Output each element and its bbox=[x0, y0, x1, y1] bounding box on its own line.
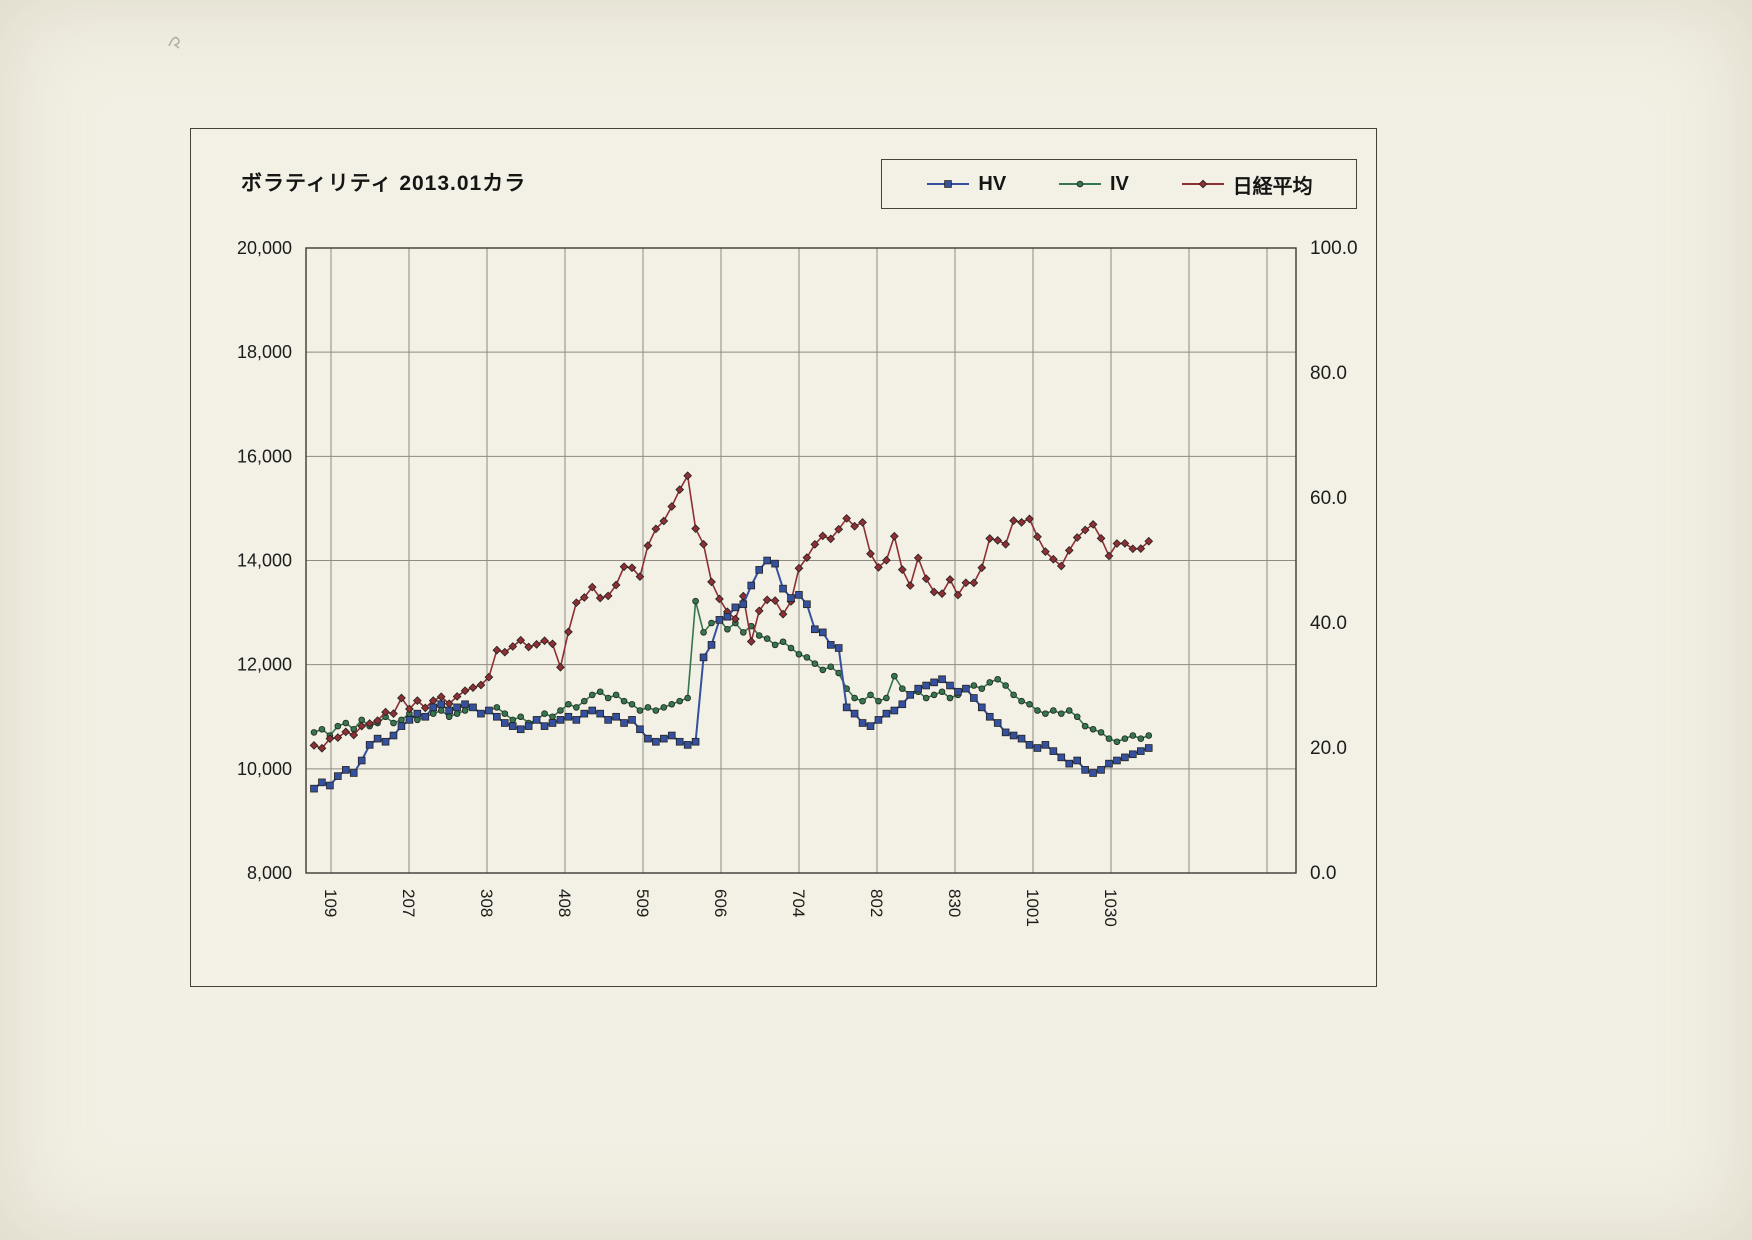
svg-text:109: 109 bbox=[321, 889, 340, 917]
chart-frame: ボラティリティ 2013.01カラ HV IV 日経平均 8,000 10,000… bbox=[190, 128, 1377, 987]
svg-text:16,000: 16,000 bbox=[237, 446, 292, 466]
legend-item-nikkei: 日経平均 bbox=[1180, 170, 1313, 199]
svg-text:0.0: 0.0 bbox=[1310, 863, 1336, 884]
svg-text:802: 802 bbox=[867, 889, 886, 917]
svg-text:8,000: 8,000 bbox=[247, 863, 292, 883]
pen-scribble-mark bbox=[168, 36, 180, 49]
chart-plot-area: 8,000 10,000 12,000 14,000 16,000 18,000 20,00… bbox=[237, 238, 1358, 927]
legend-label-nikkei: 日経平均 bbox=[1232, 175, 1313, 198]
legend-item-hv: HV bbox=[925, 173, 1006, 196]
svg-text:830: 830 bbox=[945, 889, 964, 917]
svg-text:14,000: 14,000 bbox=[237, 551, 292, 571]
chart-legend: HV IV 日経平均 bbox=[881, 159, 1357, 209]
svg-text:308: 308 bbox=[477, 889, 496, 917]
svg-text:10,000: 10,000 bbox=[237, 759, 292, 779]
svg-text:606: 606 bbox=[711, 889, 730, 917]
legend-item-iv: IV bbox=[1057, 173, 1129, 196]
svg-text:40.0: 40.0 bbox=[1310, 613, 1347, 634]
svg-text:20,000: 20,000 bbox=[237, 238, 292, 258]
svg-text:207: 207 bbox=[399, 889, 418, 917]
svg-text:704: 704 bbox=[789, 889, 808, 917]
svg-text:1001: 1001 bbox=[1023, 889, 1042, 927]
hv-series-marker-icon bbox=[927, 180, 970, 188]
svg-text:509: 509 bbox=[633, 889, 652, 917]
svg-text:18,000: 18,000 bbox=[237, 342, 292, 362]
svg-text:60.0: 60.0 bbox=[1310, 488, 1347, 509]
iv-series-marker-icon bbox=[1058, 180, 1101, 188]
legend-label-iv: IV bbox=[1109, 172, 1129, 195]
svg-text:12,000: 12,000 bbox=[237, 655, 292, 675]
svg-text:1030: 1030 bbox=[1101, 889, 1120, 927]
chart-title: ボラティリティ 2013.01カラ bbox=[241, 172, 527, 195]
nikkei-series-marker-icon bbox=[1181, 179, 1224, 189]
svg-text:408: 408 bbox=[555, 889, 574, 917]
svg-text:80.0: 80.0 bbox=[1310, 363, 1347, 384]
svg-text:20.0: 20.0 bbox=[1310, 738, 1347, 759]
svg-text:100.0: 100.0 bbox=[1310, 238, 1358, 259]
legend-label-hv: HV bbox=[978, 172, 1007, 195]
